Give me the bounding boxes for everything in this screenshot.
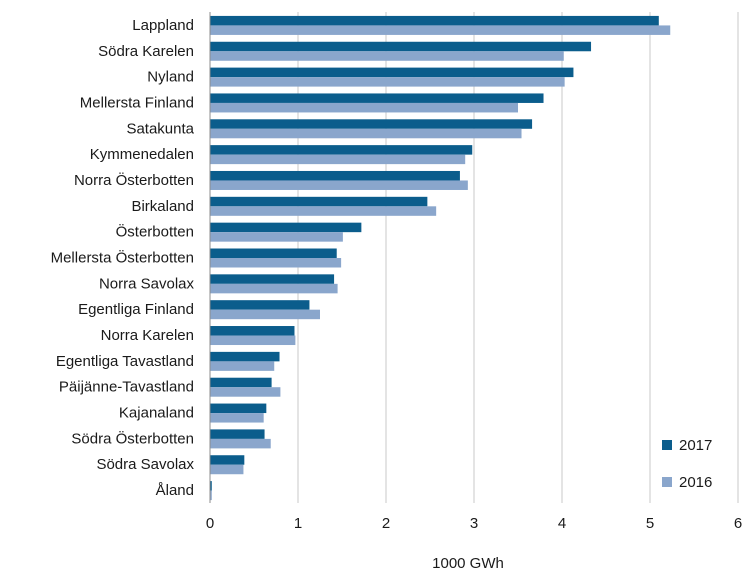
category-label: Mellersta Finland [80,94,194,111]
category-label: Birkaland [131,198,194,215]
category-label: Norra Karelen [101,327,194,344]
legend-label-2017: 2017 [679,437,712,454]
category-label: Egentliga Tavastland [56,353,194,370]
legend-label-2016: 2016 [679,474,712,491]
bar-2017-12 [210,326,295,336]
bar-2017-8 [210,222,362,233]
category-label: Satakunta [126,120,194,137]
bar-2017-6 [210,170,460,181]
bar-2016-0 [210,25,671,35]
bars [210,15,671,501]
bar-2016-16 [210,438,271,449]
bar-2016-8 [210,232,343,242]
category-label: Päijänne-Tavastland [59,379,194,396]
bar-2016-6 [210,180,468,190]
category-label: Norra Österbotten [74,171,194,189]
bar-2016-14 [210,387,281,397]
bar-2017-15 [210,403,267,414]
bar-2017-10 [210,274,335,284]
x-tick-labels: 0 1 2 3 4 5 6 [206,515,742,532]
bar-2016-7 [210,206,437,216]
category-labels: Lappland Södra Karelen Nyland Mellersta Fin… [51,17,195,499]
bar-2017-13 [210,351,280,362]
bar-2016-10 [210,283,338,294]
bar-2016-12 [210,335,296,346]
category-label: Mellersta Österbotten [51,249,194,267]
category-label: Södra Karelen [98,43,194,60]
bar-2016-5 [210,154,466,165]
x-tick-label-5: 5 [646,515,654,532]
bar-2017-18 [210,481,212,491]
bar-2017-9 [210,248,337,258]
category-label: Norra Savolax [99,275,195,292]
category-label: Södra Österbotten [71,429,194,447]
x-tick-label-6: 6 [734,515,742,532]
legend: 2017 2016 [662,437,712,491]
bar-2017-1 [210,41,592,52]
bar-2016-4 [210,128,522,139]
bar-2017-11 [210,300,310,310]
x-tick-label-2: 2 [382,515,390,532]
x-tick-label-1: 1 [294,515,302,532]
bar-2016-2 [210,77,565,87]
category-label: Kymmenedalen [90,146,194,163]
x-tick-label-4: 4 [558,515,566,532]
category-label: Lappland [132,17,194,34]
x-tick-label-0: 0 [206,515,214,532]
category-label: Södra Savolax [96,456,194,473]
bar-2017-7 [210,196,428,207]
bar-2016-15 [210,413,264,423]
x-axis-title: 1000 GWh [432,555,504,572]
category-label: Egentliga Finland [78,301,194,318]
bar-2016-1 [210,51,564,61]
bar-2017-5 [210,145,473,155]
legend-swatch-2017 [662,440,672,450]
bar-2016-11 [210,309,320,320]
x-tick-label-3: 3 [470,515,478,532]
bar-2016-13 [210,361,275,371]
category-label: Nyland [147,69,194,86]
bar-2016-9 [210,258,342,268]
category-label: Österbotten [116,223,194,241]
bar-2017-0 [210,15,659,26]
bar-2016-18 [210,490,212,501]
bar-2016-17 [210,464,244,475]
legend-swatch-2016 [662,477,672,487]
bar-2017-17 [210,455,245,465]
bar-2017-14 [210,377,272,388]
bar-2017-16 [210,429,265,439]
category-label: Kajanaland [119,405,194,422]
bar-2017-4 [210,119,533,129]
bar-2017-2 [210,67,574,78]
bar-2017-3 [210,93,544,103]
category-label: Åland [156,482,194,499]
bar-2016-3 [210,102,518,113]
